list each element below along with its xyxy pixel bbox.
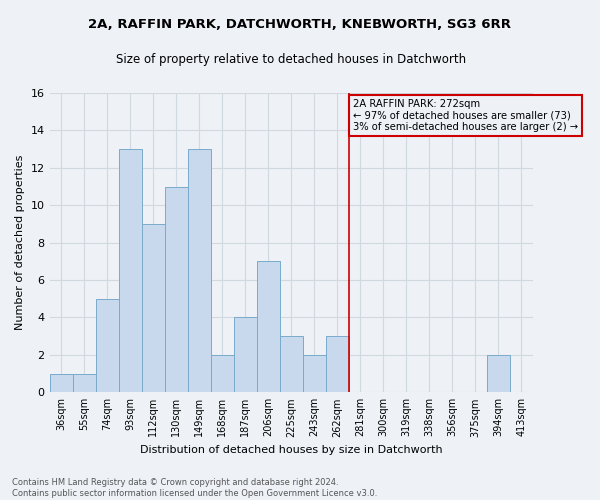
Title: Size of property relative to detached houses in Datchworth: Size of property relative to detached ho… bbox=[116, 52, 466, 66]
Bar bbox=[211, 355, 233, 393]
X-axis label: Distribution of detached houses by size in Datchworth: Distribution of detached houses by size … bbox=[140, 445, 442, 455]
Text: 2A RAFFIN PARK: 272sqm
← 97% of detached houses are smaller (73)
3% of semi-deta: 2A RAFFIN PARK: 272sqm ← 97% of detached… bbox=[353, 98, 578, 132]
Bar bbox=[233, 318, 257, 392]
Bar bbox=[188, 149, 211, 392]
Text: Contains HM Land Registry data © Crown copyright and database right 2024.
Contai: Contains HM Land Registry data © Crown c… bbox=[12, 478, 377, 498]
Bar bbox=[280, 336, 302, 392]
Bar bbox=[257, 262, 280, 392]
Bar bbox=[164, 186, 188, 392]
Bar bbox=[50, 374, 73, 392]
Bar bbox=[95, 299, 119, 392]
Y-axis label: Number of detached properties: Number of detached properties bbox=[15, 155, 25, 330]
Text: 2A, RAFFIN PARK, DATCHWORTH, KNEBWORTH, SG3 6RR: 2A, RAFFIN PARK, DATCHWORTH, KNEBWORTH, … bbox=[89, 18, 511, 30]
Bar bbox=[119, 149, 142, 392]
Bar bbox=[73, 374, 95, 392]
Bar bbox=[142, 224, 164, 392]
Bar bbox=[326, 336, 349, 392]
Bar bbox=[302, 355, 326, 393]
Bar bbox=[487, 355, 509, 393]
